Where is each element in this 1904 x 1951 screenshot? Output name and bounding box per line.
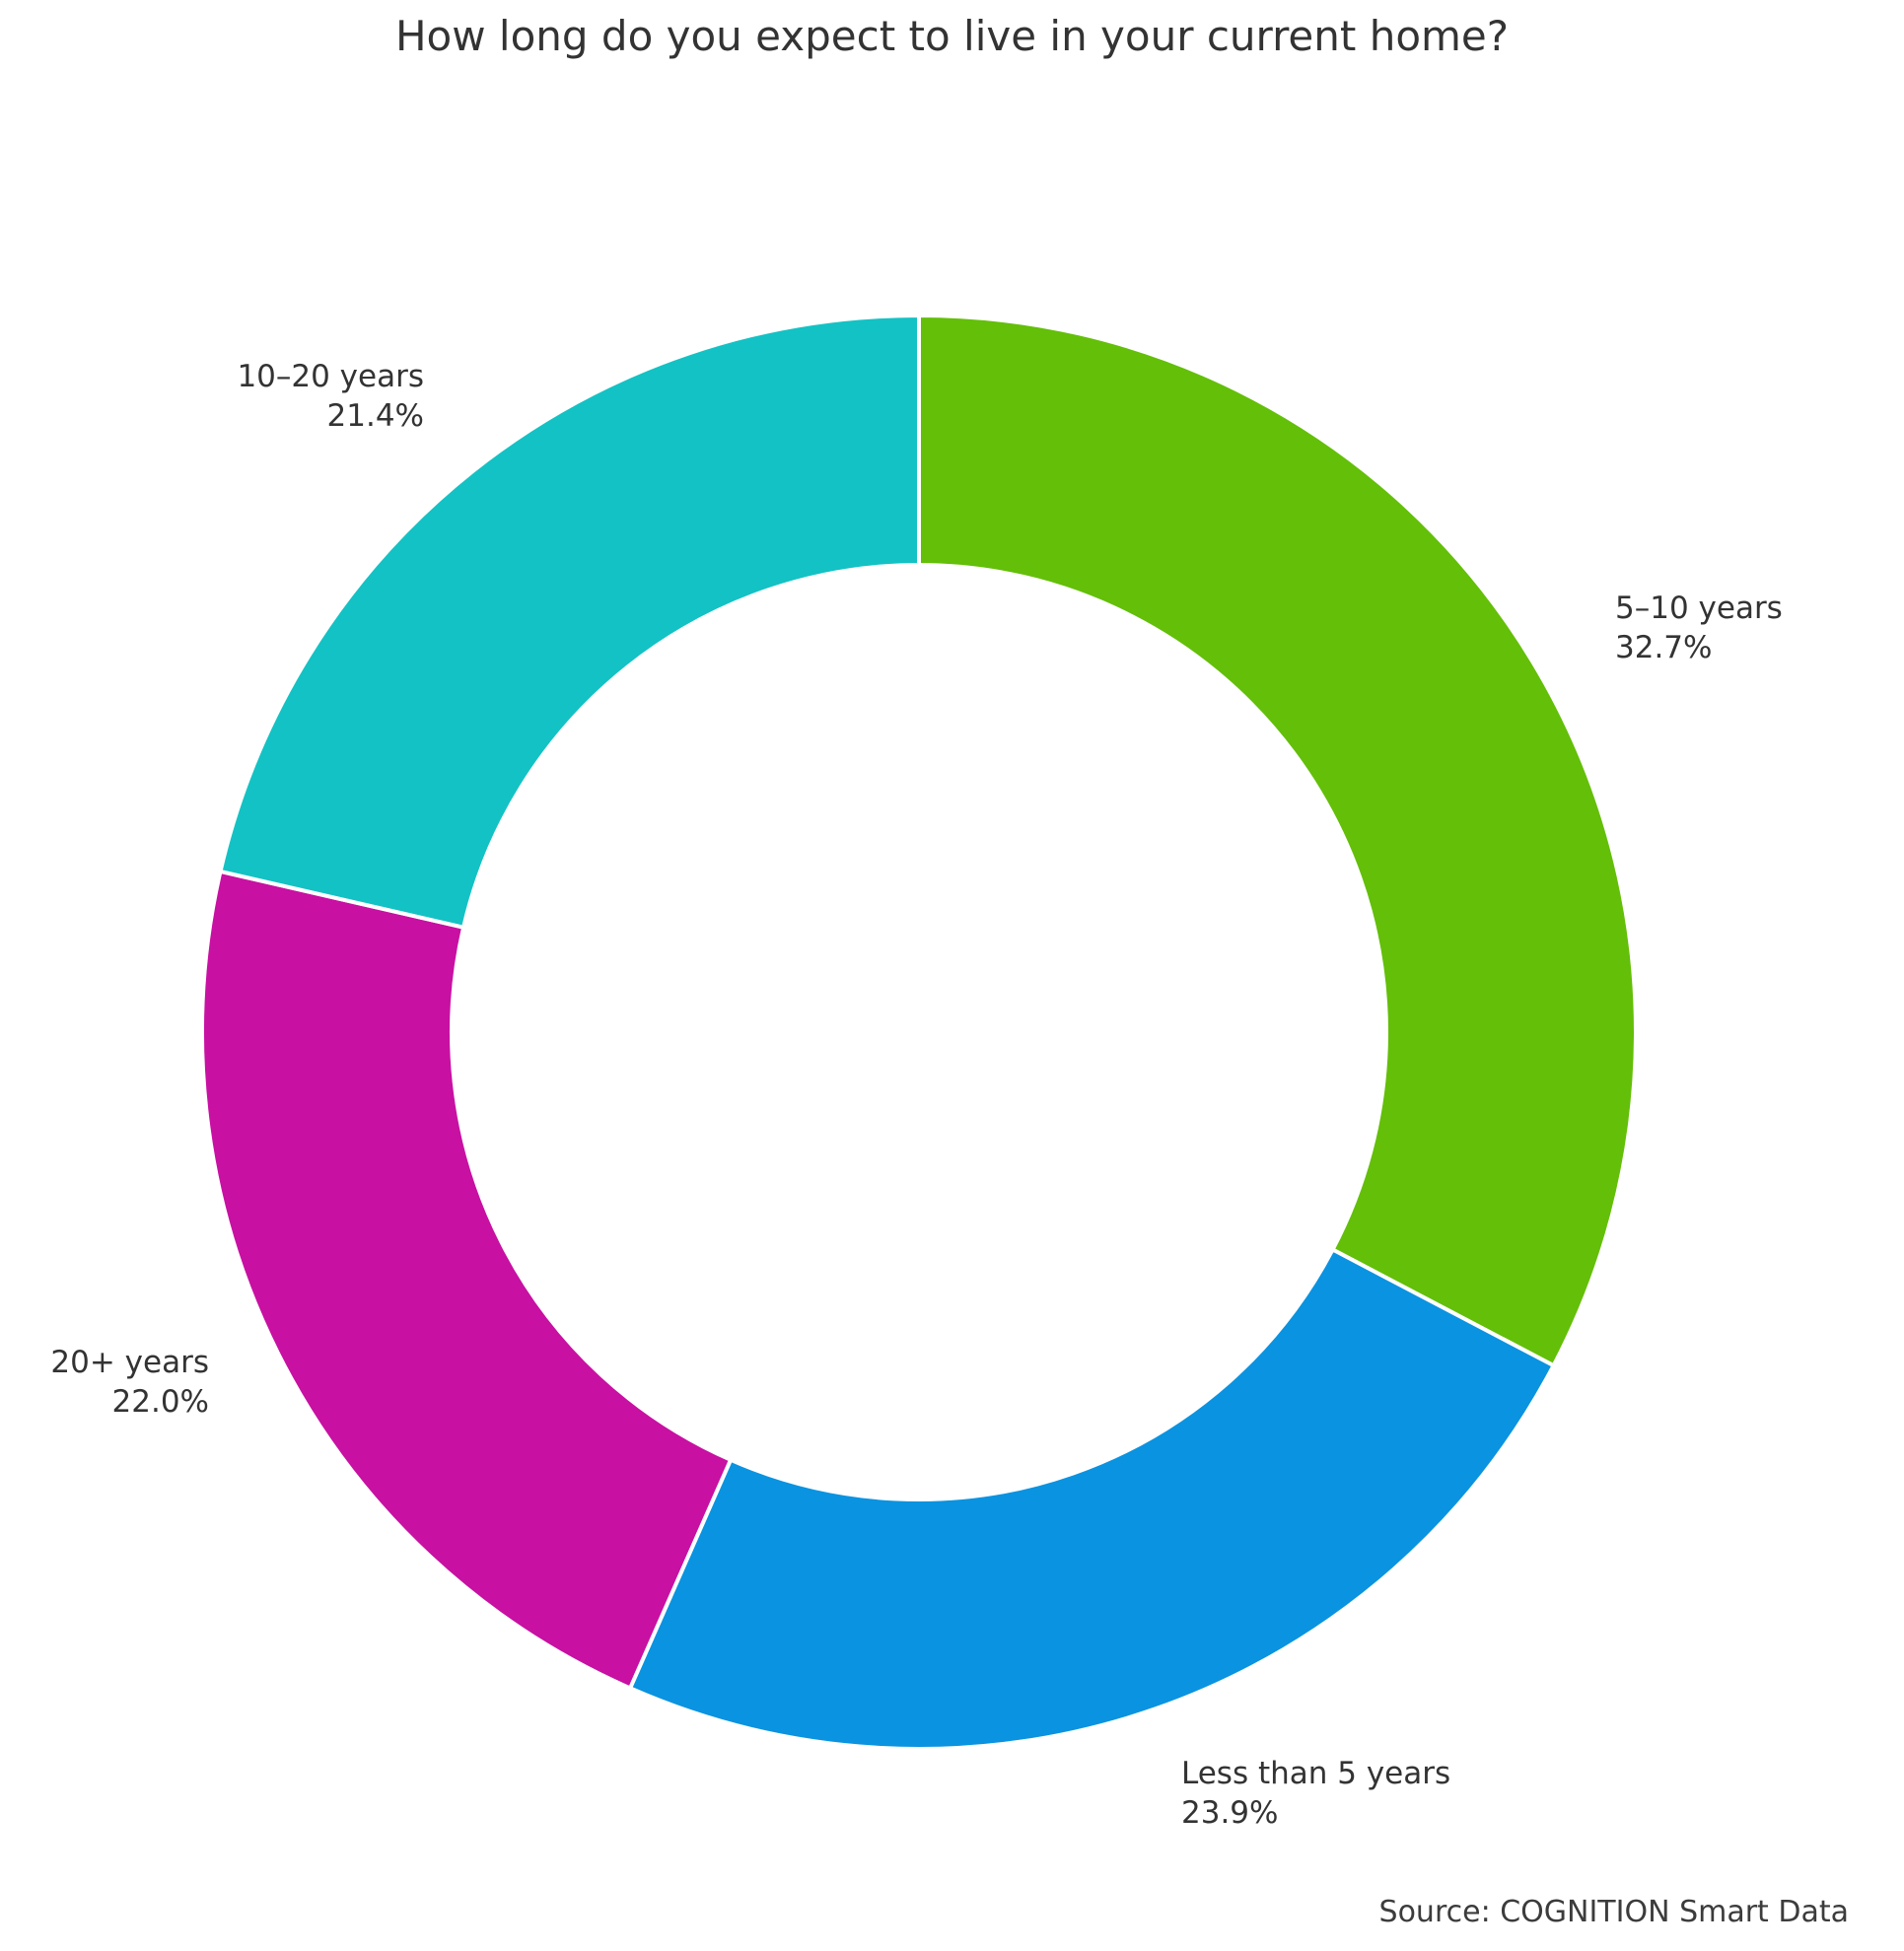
slice-label-name: Less than 5 years [1181,1756,1451,1791]
slice-label-value: 32.7% [1615,630,1713,666]
slice-label-name: 10–20 years [237,359,424,394]
donut-slice[interactable] [202,869,734,1691]
slice-label-name: 20+ years [50,1345,209,1380]
slice-label-20-plus-years: 20+ years 22.0% [0,1343,209,1423]
source-note: Source: COGNITION Smart Data [1378,1895,1849,1929]
donut-chart [202,315,1636,1749]
page-title: How long do you expect to live in your c… [394,12,1510,60]
slice-label-name: 5–10 years [1615,591,1783,626]
slice-label-value: 23.9% [1181,1795,1279,1832]
slice-label-value: 22.0% [111,1384,209,1421]
donut-slice[interactable] [218,315,921,930]
donut-chart-svg [202,315,1636,1749]
donut-slice[interactable] [917,315,1636,1368]
slice-label-value: 21.4% [326,398,424,435]
slice-label-less-than-5-years: Less than 5 years 23.9% [1181,1754,1645,1834]
donut-slice[interactable] [628,1247,1556,1749]
slice-label-10-20-years: 10–20 years 21.4% [0,357,424,437]
slice-label-5-10-years: 5–10 years 32.7% [1615,589,1904,668]
donut-slices [202,315,1636,1749]
